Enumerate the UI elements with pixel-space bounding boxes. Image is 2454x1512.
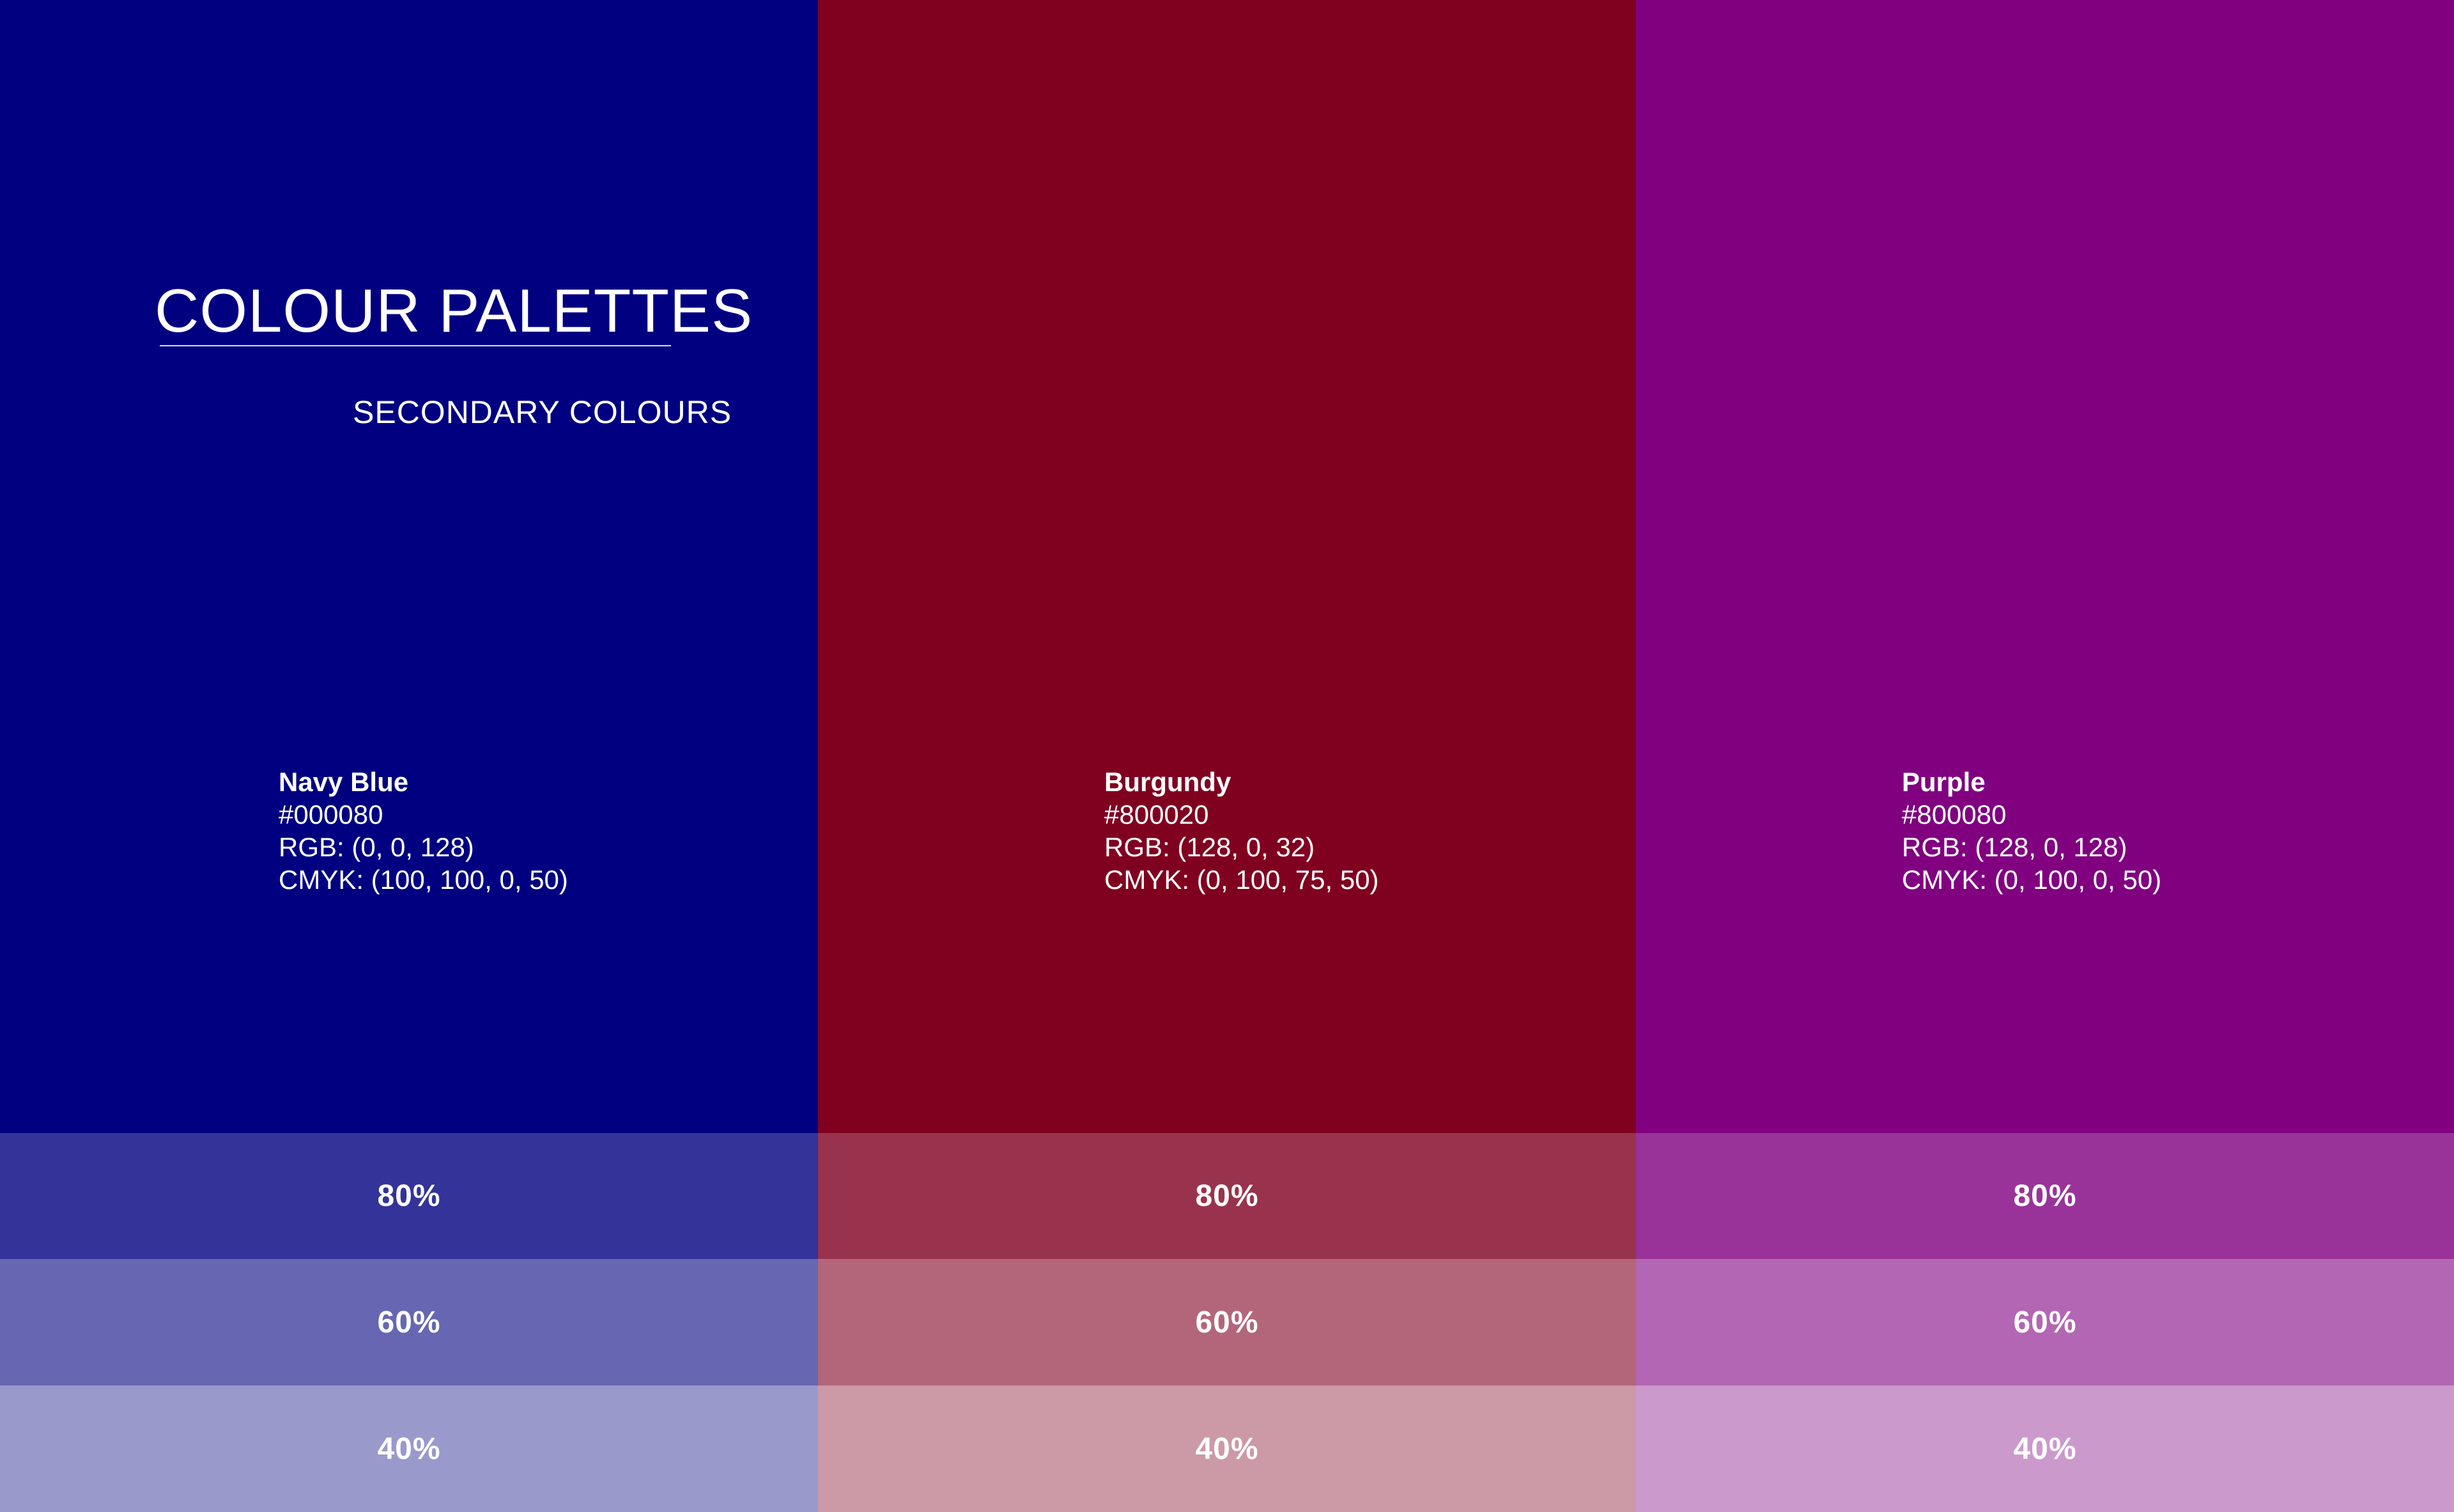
swatch-name: Navy Blue bbox=[279, 767, 409, 797]
tint-80: 80% bbox=[1636, 1133, 2454, 1259]
swatch-rgb: RGB: (128, 0, 32) bbox=[1104, 832, 1315, 862]
page-title: COLOUR PALETTES bbox=[155, 277, 753, 345]
swatch-hex: #000080 bbox=[279, 799, 383, 829]
tint-40: 40% bbox=[0, 1385, 818, 1512]
swatch-info: Navy Blue #000080 RGB: (0, 0, 128) CMYK:… bbox=[279, 766, 568, 896]
tint-80: 80% bbox=[818, 1133, 1636, 1259]
swatch-column-navy-blue: COLOUR PALETTES SECONDARY COLOURS Navy B… bbox=[0, 0, 818, 1512]
swatch-info: Burgundy #800020 RGB: (128, 0, 32) CMYK:… bbox=[1104, 766, 1379, 896]
swatch-name: Purple bbox=[1902, 767, 1986, 797]
swatch-burgundy: Burgundy #800020 RGB: (128, 0, 32) CMYK:… bbox=[818, 0, 1636, 1133]
tint-80: 80% bbox=[0, 1133, 818, 1259]
swatch-cmyk: CMYK: (100, 100, 0, 50) bbox=[279, 865, 568, 895]
title-underline bbox=[160, 345, 671, 346]
swatch-hex: #800020 bbox=[1104, 799, 1209, 829]
swatch-rgb: RGB: (0, 0, 128) bbox=[279, 832, 474, 862]
swatch-name: Burgundy bbox=[1104, 767, 1231, 797]
swatch-cmyk: CMYK: (0, 100, 75, 50) bbox=[1104, 865, 1379, 895]
tint-60: 60% bbox=[1636, 1259, 2454, 1385]
swatch-column-burgundy: Burgundy #800020 RGB: (128, 0, 32) CMYK:… bbox=[818, 0, 1636, 1512]
tint-40: 40% bbox=[818, 1385, 1636, 1512]
swatch-cmyk: CMYK: (0, 100, 0, 50) bbox=[1902, 865, 2162, 895]
tint-60: 60% bbox=[0, 1259, 818, 1385]
page-subtitle: SECONDARY COLOURS bbox=[353, 394, 732, 430]
swatch-rgb: RGB: (128, 0, 128) bbox=[1902, 832, 2127, 862]
tint-40: 40% bbox=[1636, 1385, 2454, 1512]
swatch-hex: #800080 bbox=[1902, 799, 2007, 829]
swatch-column-purple: Purple #800080 RGB: (128, 0, 128) CMYK: … bbox=[1636, 0, 2454, 1512]
tint-60: 60% bbox=[818, 1259, 1636, 1385]
swatch-purple: Purple #800080 RGB: (128, 0, 128) CMYK: … bbox=[1636, 0, 2454, 1133]
swatch-navy-blue: COLOUR PALETTES SECONDARY COLOURS Navy B… bbox=[0, 0, 818, 1133]
swatch-info: Purple #800080 RGB: (128, 0, 128) CMYK: … bbox=[1902, 766, 2161, 896]
